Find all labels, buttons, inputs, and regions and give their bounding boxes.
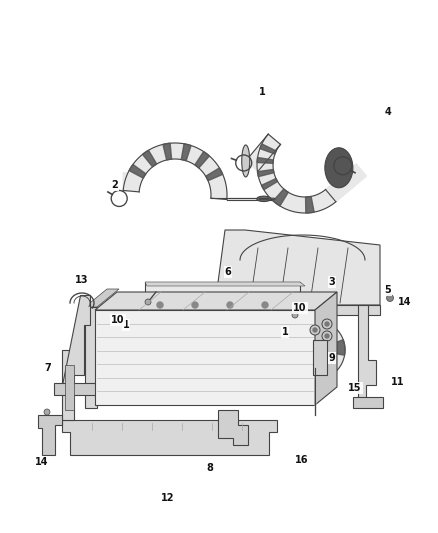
Polygon shape [315, 292, 337, 405]
Polygon shape [353, 397, 383, 408]
Text: 14: 14 [35, 457, 49, 467]
Polygon shape [246, 134, 280, 171]
Polygon shape [181, 144, 191, 161]
Circle shape [227, 302, 233, 308]
Text: 5: 5 [385, 285, 392, 295]
Polygon shape [129, 165, 146, 178]
Polygon shape [123, 173, 139, 192]
Polygon shape [54, 383, 98, 395]
Ellipse shape [257, 196, 271, 201]
Polygon shape [273, 189, 288, 206]
Circle shape [325, 322, 329, 326]
Polygon shape [62, 350, 74, 420]
Polygon shape [85, 307, 97, 408]
Polygon shape [145, 282, 300, 296]
Circle shape [145, 299, 151, 305]
Polygon shape [313, 340, 327, 375]
Polygon shape [163, 143, 172, 160]
Ellipse shape [325, 148, 353, 188]
Circle shape [386, 295, 393, 302]
Polygon shape [62, 420, 277, 455]
Polygon shape [65, 365, 74, 410]
Polygon shape [306, 197, 314, 213]
Circle shape [192, 302, 198, 308]
Polygon shape [85, 289, 119, 307]
Circle shape [157, 302, 163, 308]
Ellipse shape [259, 198, 269, 199]
Polygon shape [332, 340, 345, 355]
Text: 15: 15 [348, 383, 362, 393]
Text: 9: 9 [328, 353, 336, 363]
Polygon shape [140, 298, 305, 312]
Circle shape [325, 334, 329, 338]
Ellipse shape [268, 198, 276, 199]
Ellipse shape [242, 145, 250, 177]
Text: 1: 1 [123, 320, 129, 330]
Text: 10: 10 [293, 303, 307, 313]
Polygon shape [62, 295, 90, 385]
Polygon shape [318, 320, 334, 336]
Circle shape [44, 409, 50, 415]
Text: 2: 2 [112, 180, 118, 190]
Circle shape [310, 325, 320, 335]
Text: 6: 6 [225, 267, 231, 277]
Circle shape [292, 312, 298, 318]
Circle shape [322, 331, 332, 341]
Text: 7: 7 [45, 363, 51, 373]
Polygon shape [123, 143, 227, 199]
Polygon shape [215, 230, 380, 305]
Polygon shape [38, 415, 62, 455]
Text: 4: 4 [385, 107, 392, 117]
Text: 12: 12 [161, 493, 175, 503]
Text: 14: 14 [398, 297, 412, 307]
Polygon shape [211, 198, 272, 199]
Text: 16: 16 [295, 455, 309, 465]
Polygon shape [95, 310, 315, 405]
Circle shape [313, 328, 317, 332]
Polygon shape [195, 151, 209, 168]
Text: 1: 1 [258, 87, 265, 97]
Polygon shape [315, 320, 345, 380]
Polygon shape [325, 164, 367, 202]
Polygon shape [142, 150, 157, 167]
Text: 11: 11 [391, 377, 405, 387]
Text: 3: 3 [328, 277, 336, 287]
Text: 13: 13 [75, 275, 89, 285]
Polygon shape [145, 282, 305, 286]
Text: 10: 10 [111, 315, 125, 325]
Polygon shape [260, 144, 276, 154]
Polygon shape [258, 169, 274, 176]
Text: 1: 1 [282, 327, 288, 337]
Polygon shape [358, 305, 376, 400]
Text: 8: 8 [207, 463, 213, 473]
Polygon shape [95, 292, 337, 310]
Polygon shape [261, 179, 278, 190]
Polygon shape [206, 168, 223, 181]
Polygon shape [215, 305, 380, 315]
Polygon shape [257, 134, 336, 213]
Polygon shape [218, 410, 248, 445]
Circle shape [322, 319, 332, 329]
Polygon shape [257, 157, 273, 163]
Circle shape [262, 302, 268, 308]
